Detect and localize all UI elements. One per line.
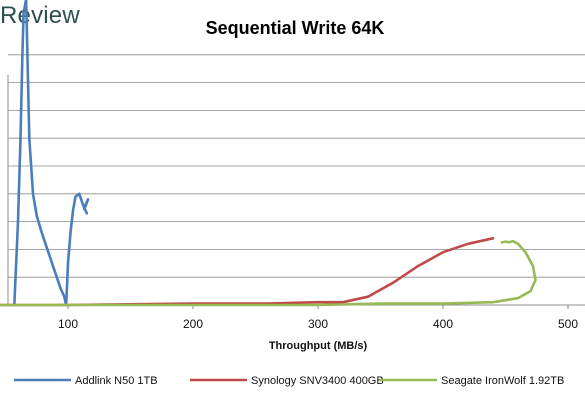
chart-title: Sequential Write 64K bbox=[206, 18, 385, 38]
legend-label: Seagate IronWolf 1.92TB bbox=[441, 375, 564, 387]
x-tick-label: 300 bbox=[308, 317, 328, 331]
series-line-1 bbox=[0, 237, 495, 307]
series-line-0 bbox=[13, 0, 90, 307]
x-tick-label: 500 bbox=[558, 317, 578, 331]
grid-lines bbox=[7, 54, 585, 306]
legend: Addlink N50 1TB Synology SNV3400 400GB Sea… bbox=[14, 375, 564, 387]
x-tick-label: 400 bbox=[433, 317, 453, 331]
series-line-2 bbox=[0, 239, 537, 307]
legend-label: Addlink N50 1TB bbox=[75, 375, 158, 387]
legend-label: Synology SNV3400 400GB bbox=[251, 375, 384, 387]
x-tick-label: 200 bbox=[183, 317, 203, 331]
series-lines bbox=[0, 0, 537, 307]
x-tick-label: 100 bbox=[58, 317, 78, 331]
x-axis-label: Throughput (MB/s) bbox=[269, 340, 368, 352]
x-axis: 100 200 300 400 500 bbox=[58, 305, 578, 331]
brand-logo: Review bbox=[0, 2, 80, 29]
